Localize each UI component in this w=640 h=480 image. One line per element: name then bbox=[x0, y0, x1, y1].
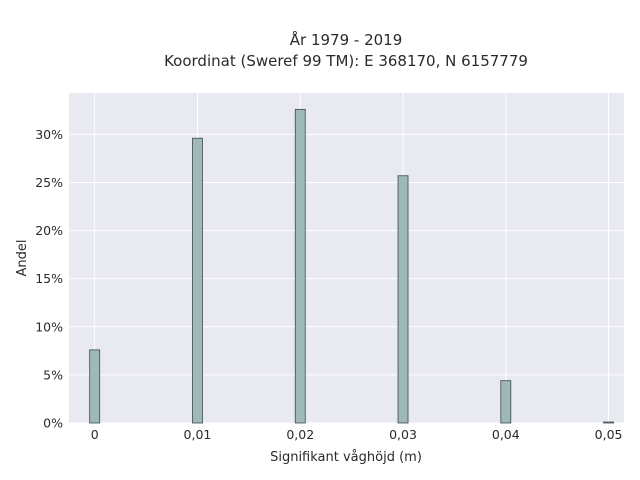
bar bbox=[89, 349, 101, 424]
y-tick-label: 10% bbox=[35, 319, 63, 334]
x-tick-label: 0,01 bbox=[184, 427, 212, 442]
y-tick-label: 0% bbox=[43, 416, 63, 431]
bar bbox=[294, 108, 306, 424]
x-axis-ticks: 0 0,01 0,02 0,03 0,04 0,05 bbox=[91, 427, 623, 442]
x-tick-label: 0 bbox=[91, 427, 99, 442]
bars bbox=[89, 108, 614, 424]
y-axis-label: Andel bbox=[15, 240, 30, 277]
y-axis-ticks: 0% 5% 10% 15% 20% 25% 30% bbox=[35, 127, 63, 431]
x-tick-label: 0,04 bbox=[492, 427, 520, 442]
bar bbox=[192, 137, 203, 424]
y-tick-label: 20% bbox=[35, 223, 63, 238]
x-tick-label: 0,03 bbox=[389, 427, 417, 442]
y-tick-label: 25% bbox=[35, 175, 63, 190]
plot-area bbox=[69, 93, 624, 423]
x-tick-label: 0,05 bbox=[595, 427, 623, 442]
y-tick-label: 15% bbox=[35, 271, 63, 286]
x-tick-label: 0,02 bbox=[286, 427, 314, 442]
grid-lines bbox=[69, 93, 624, 424]
chart-title: År 1979 - 2019 bbox=[290, 30, 403, 49]
bar bbox=[500, 380, 512, 424]
y-tick-label: 30% bbox=[35, 127, 63, 142]
y-tick-label: 5% bbox=[43, 367, 63, 382]
x-axis-label: Signifikant våghöjd (m) bbox=[270, 450, 422, 465]
chart-subtitle: Koordinat (Sweref 99 TM): E 368170, N 61… bbox=[164, 52, 528, 70]
bar bbox=[397, 175, 409, 424]
bar bbox=[603, 421, 614, 424]
